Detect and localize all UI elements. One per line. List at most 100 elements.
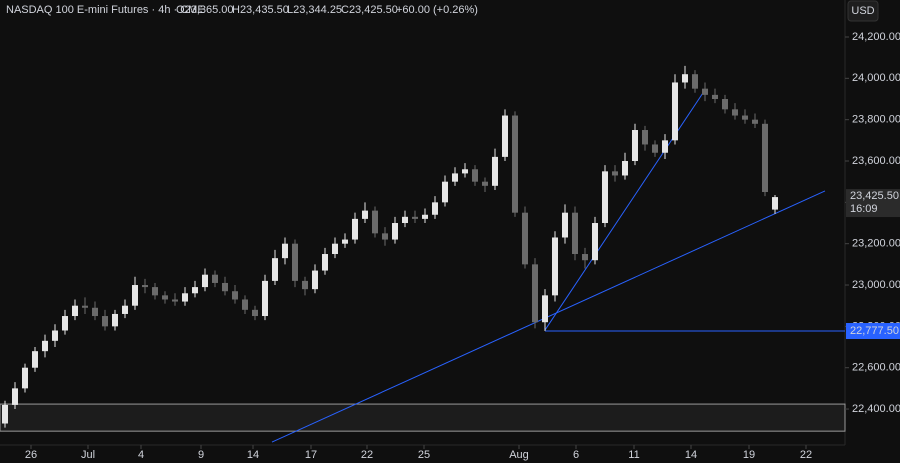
candle-body xyxy=(642,130,648,145)
candle-body xyxy=(232,291,238,300)
x-tick-label: 17 xyxy=(305,449,317,461)
candle-body xyxy=(652,144,658,153)
candle-body xyxy=(162,295,168,300)
ohlc-value: O23,365.00 xyxy=(176,4,234,16)
plot xyxy=(0,65,846,443)
candle-body xyxy=(472,169,478,182)
candle-body xyxy=(692,74,698,89)
x-tick-label: 4 xyxy=(138,449,144,461)
y-tick-label: 23,600.00 xyxy=(852,155,900,167)
candle-body xyxy=(432,202,438,215)
y-tick-label: 23,000.00 xyxy=(852,279,900,291)
x-tick-label: 6 xyxy=(573,449,579,461)
candle-body xyxy=(682,74,688,83)
candle-body xyxy=(572,212,578,255)
ohlc-value: +60.00 (+0.26%) xyxy=(396,4,478,16)
candle-body xyxy=(192,287,198,294)
candle-body xyxy=(222,282,228,292)
ohlc-value: C23,425.50 xyxy=(341,4,398,16)
candle-body xyxy=(732,109,738,116)
currency[interactable]: USD xyxy=(851,5,874,17)
candle-body xyxy=(362,210,368,219)
candle-body xyxy=(672,82,678,141)
candle-body xyxy=(262,280,268,317)
trendline xyxy=(544,89,706,331)
support-label-box xyxy=(846,323,900,340)
candle-body xyxy=(622,161,628,176)
candle-body xyxy=(512,115,518,213)
x-tick-label: 25 xyxy=(418,449,430,461)
candle-body xyxy=(52,330,58,341)
candle-body xyxy=(152,287,158,296)
y-tick-label: 22,400.00 xyxy=(852,403,900,415)
y-tick-label: 24,200.00 xyxy=(852,31,900,43)
candle-body xyxy=(662,140,668,153)
candle-body xyxy=(122,305,128,314)
candle-body xyxy=(412,216,418,219)
support-label: 22,777.50 xyxy=(850,325,899,337)
x-tick-label: 9 xyxy=(198,449,204,461)
x-tick-label: 22 xyxy=(800,449,812,461)
candle-body xyxy=(92,307,98,317)
candle-body xyxy=(272,258,278,281)
candle-body xyxy=(392,223,398,240)
candle-body xyxy=(82,305,88,308)
candle-body xyxy=(242,299,248,310)
candle-body xyxy=(172,299,178,302)
candle-body xyxy=(342,239,348,244)
candle-body xyxy=(582,254,588,261)
x-tick-label: 19 xyxy=(743,449,755,461)
ohlc-header: O23,365.00H23,435.50L23,344.25C23,425.50… xyxy=(176,4,478,16)
x-tick-label: Jul xyxy=(81,449,95,461)
candle-body xyxy=(292,243,298,281)
candle-body xyxy=(302,280,308,290)
y-tick-label: 23,200.00 xyxy=(852,238,900,250)
y-tick-label: 23,800.00 xyxy=(852,114,900,126)
countdown: 16:09 xyxy=(850,203,878,215)
candle-body xyxy=(12,388,18,405)
candle-body xyxy=(22,367,28,389)
candle-body xyxy=(492,156,498,186)
x-tick-label: 14 xyxy=(685,449,697,461)
candle-body xyxy=(372,210,378,234)
x-tick-label: 11 xyxy=(628,449,639,461)
candle-body xyxy=(562,212,568,238)
zone xyxy=(0,403,846,432)
candle-body xyxy=(202,274,208,288)
candle-body xyxy=(112,313,118,327)
candle-body xyxy=(502,115,508,157)
x-tick-label: 14 xyxy=(247,449,259,461)
candle-body xyxy=(212,274,218,283)
x-tick-label: 26 xyxy=(25,449,37,461)
candle-body xyxy=(742,115,748,120)
candle-body xyxy=(252,309,258,317)
candle-body xyxy=(62,316,68,331)
currency-button[interactable] xyxy=(847,0,879,22)
candle-body xyxy=(142,285,148,288)
candle-body xyxy=(522,212,528,265)
candle-body xyxy=(332,243,338,255)
candle-body xyxy=(32,351,38,368)
candle-body xyxy=(132,285,138,306)
candle-body xyxy=(752,119,758,124)
ohlc-value: H23,435.50 xyxy=(232,4,289,16)
candle-body xyxy=(322,254,328,271)
y-tick-label: 22,600.00 xyxy=(852,362,900,374)
candle-body xyxy=(532,264,538,323)
candle-body xyxy=(42,340,48,352)
candle-body xyxy=(282,243,288,259)
last-price-label: 23,425.50 xyxy=(850,190,899,202)
candle-body xyxy=(442,181,448,203)
candle-body xyxy=(312,270,318,290)
candle-body xyxy=(702,88,708,95)
candle-body xyxy=(402,216,408,224)
chart-title: NASDAQ 100 E-mini Futures · 4h · CME xyxy=(6,4,205,16)
last-price-box xyxy=(846,189,900,218)
candle-body xyxy=(712,94,718,100)
candle-body xyxy=(612,171,618,176)
x-tick-label: Aug xyxy=(509,449,529,461)
candle-body xyxy=(632,130,638,162)
candle-body xyxy=(352,218,358,240)
